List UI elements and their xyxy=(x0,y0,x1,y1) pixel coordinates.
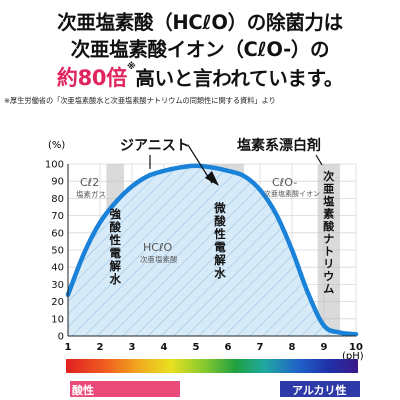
band-label-weak-acid: 電 xyxy=(214,240,226,254)
x-tick-label: 4 xyxy=(161,342,168,353)
band-label-sodium: ト xyxy=(323,245,334,258)
band-label-strong-acid: 強 xyxy=(109,207,121,221)
clo-formula: CℓO- xyxy=(272,176,297,189)
source-note: ※厚生労働省の「次亜塩素酸水と次亜塩素酸ナトリウムの同類性に関する資料」より xyxy=(4,96,276,105)
x-tick-label: 9 xyxy=(321,342,328,353)
x-tick-label: 7 xyxy=(257,342,264,353)
x-unit-label: (pH) xyxy=(342,351,364,362)
band-label-sodium: ム xyxy=(323,283,334,296)
y-tick-label: 30 xyxy=(51,280,64,291)
band-label-sodium: 次 xyxy=(323,169,334,183)
callout-bleach-leader xyxy=(315,154,323,166)
ph-band xyxy=(317,164,340,336)
band-label-strong-acid: 性 xyxy=(109,233,121,247)
x-tick-label: 2 xyxy=(97,342,104,353)
y-tick-label: 50 xyxy=(51,246,64,257)
x-tick-label: 8 xyxy=(289,342,296,353)
y-tick-label: 60 xyxy=(51,228,64,239)
headline-line-2: 次亜塩素酸イオン（CℓO-）の xyxy=(70,38,330,61)
acid-label: 酸性 xyxy=(72,384,94,397)
band-label-strong-acid: 水 xyxy=(109,272,121,286)
curve-area xyxy=(68,165,356,336)
x-tick-label: 6 xyxy=(225,342,232,353)
headline-line-1: 次亜塩素酸（HCℓO）の除菌力は xyxy=(57,11,343,34)
y-tick-label: 90 xyxy=(51,177,64,188)
alkali-label: アルカリ性 xyxy=(292,384,347,397)
y-tick-label: 20 xyxy=(51,297,64,308)
x-tick-label: 3 xyxy=(129,342,136,353)
band-label-strong-acid: 酸 xyxy=(109,220,121,234)
hclo-formula: HCℓO xyxy=(143,241,172,254)
band-label-sodium: 酸 xyxy=(323,219,335,233)
callout-bleach: 塩素系漂白剤 xyxy=(237,137,321,154)
band-label-strong-acid: 解 xyxy=(109,259,121,273)
band-label-sodium: ウ xyxy=(323,270,334,283)
y-tick-label: 40 xyxy=(51,263,64,274)
headline-rest: 高いと言われています。 xyxy=(135,67,344,90)
cl2-formula: Cℓ2 xyxy=(80,176,99,189)
x-tick-label: 5 xyxy=(193,342,200,353)
band-label-strong-acid: 電 xyxy=(109,246,121,260)
clo-name: 次亜塩素酸イオン xyxy=(264,189,320,198)
headline-emphasis: 約80倍 xyxy=(56,66,127,90)
headline-line-3: 約80倍※高いと言われています。 xyxy=(0,62,400,92)
y-unit-label: (%) xyxy=(48,140,65,151)
band-label-weak-acid: 解 xyxy=(214,253,226,267)
ph-color-scale xyxy=(66,359,358,373)
y-tick-label: 0 xyxy=(58,332,64,343)
band-label-sodium: 亜 xyxy=(323,183,334,196)
x-tick-label: 10 xyxy=(349,342,363,353)
callout-product: ジアニスト xyxy=(120,138,190,154)
band-label-weak-acid: 性 xyxy=(214,227,226,241)
hclo-name: 次亜塩素酸 xyxy=(140,254,178,264)
acid-banner xyxy=(70,381,180,397)
x-tick-label: 1 xyxy=(65,342,72,353)
headline-footnote-mark: ※ xyxy=(126,62,136,72)
y-tick-label: 10 xyxy=(51,314,64,325)
y-tick-label: 80 xyxy=(51,194,64,205)
band-label-sodium: ナ xyxy=(323,233,334,246)
band-label-weak-acid: 微 xyxy=(213,201,226,215)
series-curve xyxy=(65,163,359,337)
band-label-sodium: 素 xyxy=(323,207,334,221)
alkali-banner xyxy=(280,381,360,397)
y-tick-label: 70 xyxy=(51,211,64,222)
cl2-name: 塩素ガス xyxy=(76,189,106,199)
arrowhead-icon xyxy=(205,171,219,186)
y-tick-label: 100 xyxy=(45,160,64,171)
band-label-sodium: リ xyxy=(323,258,334,271)
band-label-sodium: 塩 xyxy=(323,194,334,208)
band-label-weak-acid: 酸 xyxy=(214,214,226,228)
band-label-weak-acid: 水 xyxy=(214,266,226,280)
